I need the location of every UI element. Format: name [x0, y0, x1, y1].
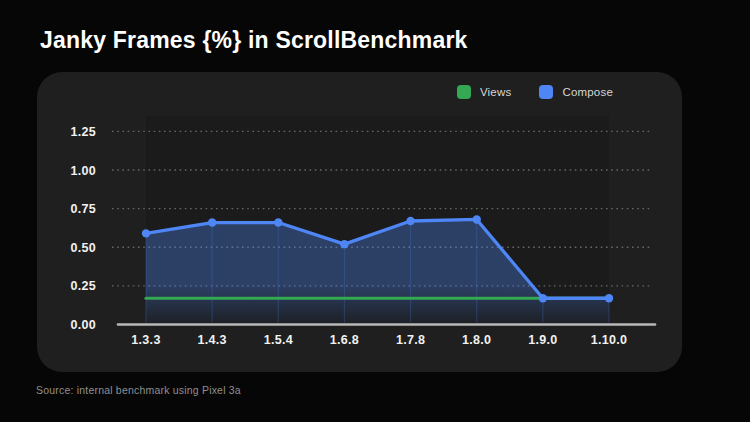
- legend-label-compose: Compose: [562, 86, 613, 98]
- page-title: Janky Frames {%} in ScrollBenchmark: [40, 27, 468, 54]
- source-note: Source: internal benchmark using Pixel 3…: [36, 384, 241, 396]
- legend-label-views: Views: [480, 86, 511, 98]
- x-axis-tick-label: 1.7.8: [396, 333, 425, 347]
- chart-svg: 0.00 0.25 0.50 0.75 1.00 1.25 1.3.3 1.4.3 1.5.4 1…: [37, 72, 682, 372]
- chart-legend: Views Compose: [457, 85, 613, 99]
- legend-item-compose: Compose: [539, 85, 613, 99]
- compose-data-point: [340, 240, 348, 248]
- compose-data-point: [274, 218, 282, 226]
- compose-data-point: [605, 294, 613, 302]
- views-swatch-icon: [457, 85, 471, 99]
- compose-data-point: [406, 217, 414, 225]
- x-axis-tick-label: 1.6.8: [330, 333, 359, 347]
- x-axis-tick-label: 1.4.3: [197, 333, 226, 347]
- y-axis-tick-label: 0.00: [70, 318, 96, 332]
- compose-data-point: [539, 294, 547, 302]
- x-axis-tick-label: 1.8.0: [462, 333, 491, 347]
- compose-data-point: [208, 218, 216, 226]
- legend-item-views: Views: [457, 85, 511, 99]
- y-axis-tick-label: 1.25: [70, 125, 96, 139]
- x-axis-tick-label: 1.3.3: [131, 333, 160, 347]
- x-axis-tick-label: 1.10.0: [591, 333, 628, 347]
- x-axis-tick-label: 1.9.0: [528, 333, 557, 347]
- y-axis-tick-label: 0.75: [70, 202, 96, 216]
- y-axis-tick-label: 1.00: [70, 164, 96, 178]
- y-axis-tick-label: 0.25: [70, 279, 96, 293]
- compose-swatch-icon: [539, 85, 553, 99]
- x-axis-tick-label: 1.5.4: [264, 333, 293, 347]
- chart-card: 0.00 0.25 0.50 0.75 1.00 1.25 1.3.3 1.4.3 1.5.4 1…: [37, 72, 682, 372]
- compose-data-point: [473, 215, 481, 223]
- compose-data-point: [142, 229, 150, 237]
- y-axis-tick-label: 0.50: [70, 241, 96, 255]
